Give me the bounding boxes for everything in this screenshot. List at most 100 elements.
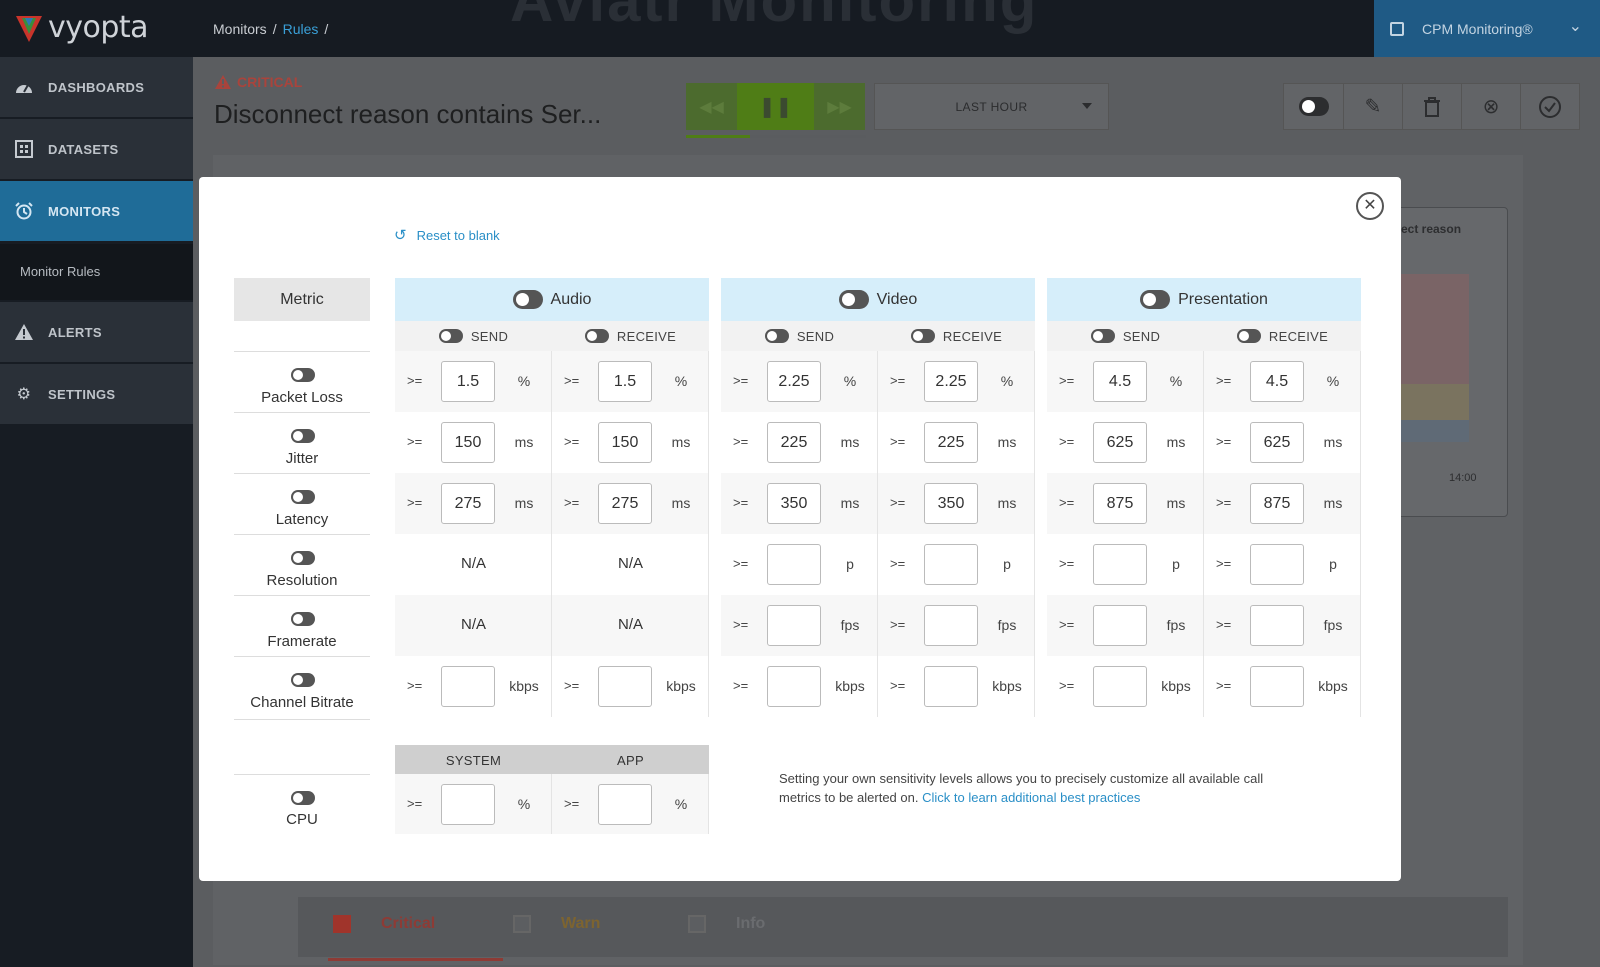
audio-toggle[interactable] <box>512 290 543 309</box>
threshold-input[interactable]: 4.5 <box>1093 361 1147 402</box>
video-toggle[interactable] <box>838 290 869 309</box>
fast-forward-button[interactable]: ▶▶ <box>814 83 865 130</box>
threshold-input[interactable]: 150 <box>441 422 495 463</box>
ge-symbol: >= <box>407 373 423 388</box>
threshold-cell: >= 625 ms <box>1047 412 1204 473</box>
cpu-system-input[interactable] <box>441 784 495 825</box>
threshold-input[interactable] <box>1250 605 1304 646</box>
threshold-input[interactable]: 225 <box>767 422 821 463</box>
threshold-input[interactable] <box>1093 666 1147 707</box>
presentation-toggle[interactable] <box>1140 290 1171 309</box>
pause-button[interactable]: ❚❚ <box>737 83 814 130</box>
group-label: Video <box>876 290 918 308</box>
cancel-button[interactable]: ⊗ <box>1461 84 1520 129</box>
threshold-input[interactable] <box>1093 544 1147 585</box>
unit-label: ms <box>671 434 691 450</box>
confirm-button[interactable] <box>1520 84 1579 129</box>
packet-loss-toggle[interactable] <box>291 368 315 382</box>
divider <box>234 719 370 720</box>
presentation-send-toggle[interactable] <box>1090 329 1115 343</box>
threshold-input[interactable] <box>924 666 978 707</box>
jitter-toggle[interactable] <box>291 429 315 443</box>
ge-symbol: >= <box>1216 373 1232 388</box>
warn-checkbox[interactable] <box>513 915 531 933</box>
threshold-input[interactable]: 1.5 <box>598 361 652 402</box>
threshold-input[interactable] <box>1093 605 1147 646</box>
audio-receive-toggle[interactable] <box>584 329 609 343</box>
tab-critical[interactable]: Critical <box>333 915 435 933</box>
threshold-input[interactable]: 275 <box>441 483 495 524</box>
sidebar-item-datasets[interactable]: DATASETS <box>0 119 193 179</box>
presentation-send-header: SEND <box>1047 321 1204 351</box>
threshold-cell: >= kbps <box>878 656 1035 717</box>
workspace-selector[interactable]: CPM Monitoring® ⌄ <box>1374 0 1600 57</box>
threshold-input[interactable] <box>1250 544 1304 585</box>
metric-row-resolution: Resolution <box>234 534 370 595</box>
cpu-app-input[interactable] <box>598 784 652 825</box>
threshold-input[interactable] <box>767 605 821 646</box>
rewind-button[interactable]: ◀◀ <box>686 83 737 130</box>
vyopta-logo[interactable]: vyopta <box>14 10 149 45</box>
threshold-cell: >= 350 ms <box>878 473 1035 534</box>
close-button[interactable]: ✕ <box>1356 192 1384 220</box>
threshold-input[interactable]: 275 <box>598 483 652 524</box>
metric-label: Resolution <box>266 572 338 589</box>
sidebar-item-dashboards[interactable]: DASHBOARDS <box>0 57 193 117</box>
ge-symbol: >= <box>1059 495 1075 510</box>
threshold-input[interactable]: 150 <box>598 422 652 463</box>
sidebar-item-settings[interactable]: ⚙ SETTINGS <box>0 364 193 424</box>
threshold-input[interactable] <box>1250 666 1304 707</box>
threshold-input[interactable] <box>924 544 978 585</box>
threshold-input[interactable]: 1.5 <box>441 361 495 402</box>
framerate-toggle[interactable] <box>291 612 315 626</box>
threshold-input[interactable]: 2.25 <box>924 361 978 402</box>
sidebar-item-monitors[interactable]: MONITORS <box>0 181 193 241</box>
ge-symbol: >= <box>733 495 749 510</box>
presentation-receive-toggle[interactable] <box>1236 329 1261 343</box>
ge-symbol: >= <box>1059 556 1075 571</box>
not-applicable-label: N/A <box>617 555 643 572</box>
threshold-input[interactable]: 875 <box>1093 483 1147 524</box>
resolution-toggle[interactable] <box>291 551 315 565</box>
edit-button[interactable]: ✎ <box>1343 84 1402 129</box>
chart-tick: 14:00 <box>1449 472 1477 484</box>
cpu-toggle[interactable] <box>291 791 315 805</box>
threshold-input[interactable]: 350 <box>924 483 978 524</box>
metric-row-framerate: Framerate <box>234 595 370 656</box>
tab-info[interactable]: Info <box>688 915 765 933</box>
threshold-input[interactable]: 4.5 <box>1250 361 1304 402</box>
breadcrumb-rules[interactable]: Rules <box>282 21 319 37</box>
audio-send-toggle[interactable] <box>438 329 463 343</box>
latency-toggle[interactable] <box>291 490 315 504</box>
unit-label: kbps <box>1318 678 1348 694</box>
threshold-input[interactable]: 625 <box>1250 422 1304 463</box>
tab-warn[interactable]: Warn <box>513 915 600 933</box>
video-send-toggle[interactable] <box>764 329 789 343</box>
threshold-input[interactable]: 625 <box>1093 422 1147 463</box>
threshold-input[interactable] <box>767 666 821 707</box>
unit-label: p <box>846 556 854 572</box>
time-range-select[interactable]: LAST HOUR <box>874 83 1109 130</box>
best-practices-link[interactable]: Click to learn additional best practices <box>922 790 1141 805</box>
critical-checkbox[interactable] <box>333 915 351 933</box>
threshold-input[interactable]: 2.25 <box>767 361 821 402</box>
threshold-input[interactable]: 350 <box>767 483 821 524</box>
threshold-cell: N/A <box>395 534 552 595</box>
info-checkbox[interactable] <box>688 915 706 933</box>
workspace-icon <box>1390 21 1404 36</box>
delete-button[interactable] <box>1402 84 1461 129</box>
not-applicable-label: N/A <box>460 616 486 633</box>
channel-bitrate-toggle[interactable] <box>291 673 315 687</box>
threshold-input[interactable]: 225 <box>924 422 978 463</box>
sidebar-item-alerts[interactable]: ALERTS <box>0 302 193 362</box>
threshold-input[interactable]: 875 <box>1250 483 1304 524</box>
threshold-input[interactable] <box>598 666 652 707</box>
threshold-input[interactable] <box>767 544 821 585</box>
toggle-enabled-button[interactable] <box>1284 84 1343 129</box>
reset-button[interactable]: ↺ Reset to blank <box>394 226 500 244</box>
breadcrumb-monitors[interactable]: Monitors <box>213 21 267 37</box>
video-receive-toggle[interactable] <box>910 329 935 343</box>
threshold-input[interactable] <box>441 666 495 707</box>
threshold-input[interactable] <box>924 605 978 646</box>
sidebar-subitem-monitor-rules[interactable]: Monitor Rules <box>0 244 193 300</box>
